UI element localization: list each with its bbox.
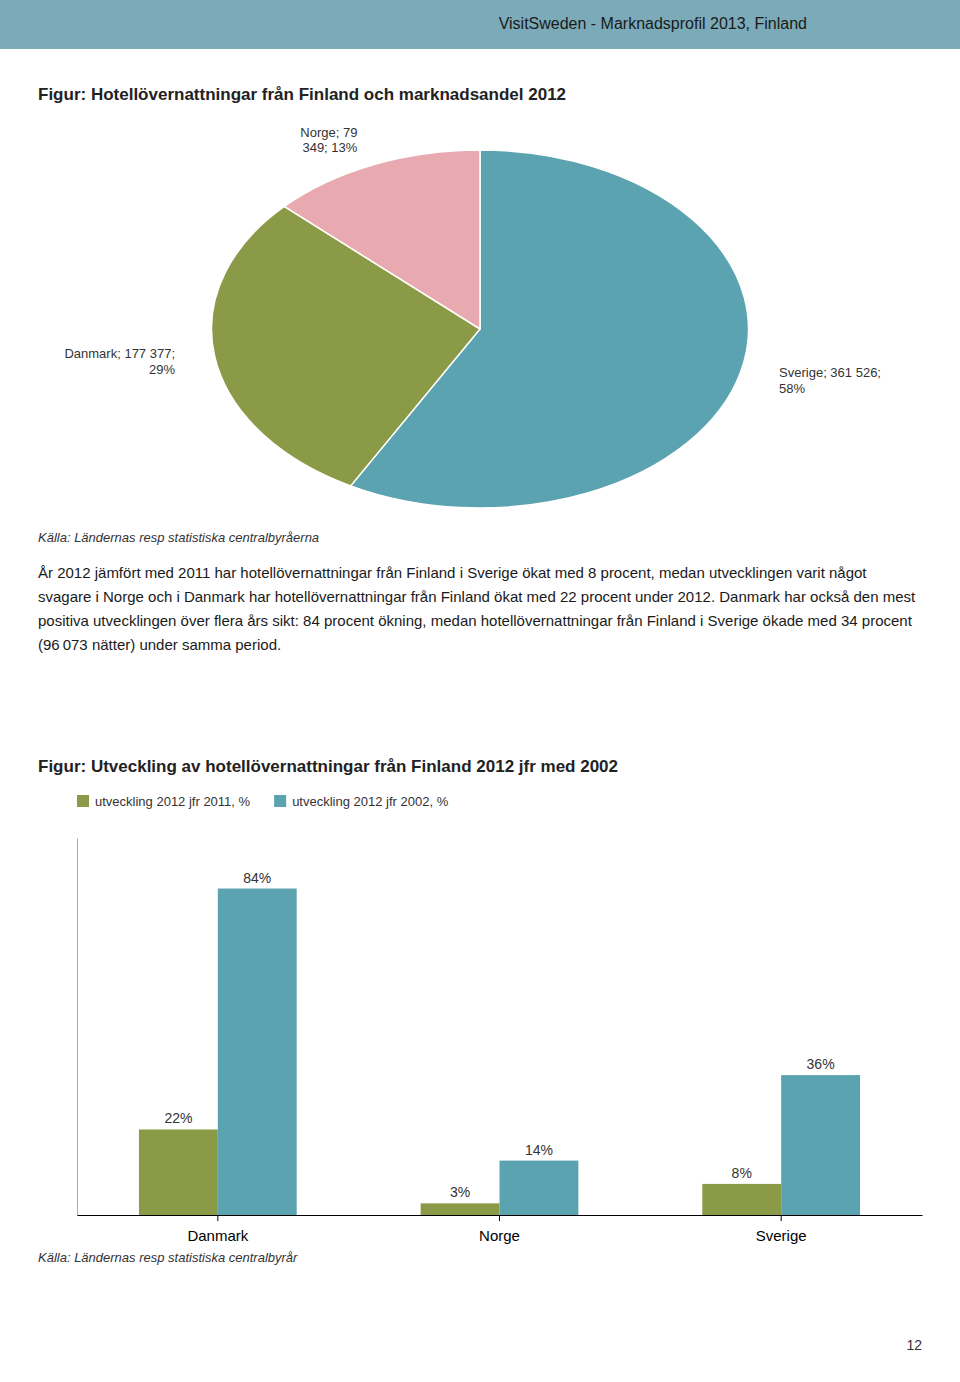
bar	[500, 1161, 579, 1215]
data-label: 3%	[450, 1184, 470, 1200]
pie-label-line: 29%	[149, 362, 175, 377]
x-axis: Danmark Norge Sverige	[78, 1215, 923, 1244]
pie-label-line: 58%	[779, 381, 805, 396]
body-line: (96 073 nätter) under samma period.	[38, 636, 281, 653]
body-line: svagare i Norge och i Danmark har hotell…	[38, 588, 916, 605]
chart-title: Figur: Utveckling av hotellövernattninga…	[38, 757, 618, 776]
data-label: 84%	[243, 870, 271, 886]
x-tick-mark	[499, 1215, 500, 1221]
x-tick-label: Norge	[479, 1227, 520, 1244]
legend-label: utveckling 2012 jfr 2002, %	[292, 794, 449, 809]
pie-label: Danmark; 177 377;29%	[64, 346, 175, 377]
source-note: Källa: Ländernas resp statistiska centra…	[38, 530, 319, 545]
header-text: VisitSweden - Marknadsprofil 2013, Finla…	[499, 15, 807, 32]
y-axis	[77, 839, 78, 1216]
x-tick: Danmark	[187, 1215, 248, 1244]
legend: utveckling 2012 jfr 2011, % utveckling 20…	[77, 794, 449, 809]
x-tick-mark	[781, 1215, 782, 1221]
legend-label: utveckling 2012 jfr 2011, %	[95, 794, 251, 809]
pie-slice	[284, 150, 480, 329]
pie-label: Sverige; 361 526;58%	[779, 365, 881, 396]
legend-item: utveckling 2012 jfr 2011, %	[77, 794, 251, 809]
body-text: År 2012 jämfört med 2011 har hotellövern…	[38, 564, 916, 653]
legend-swatch	[77, 795, 89, 807]
legend-swatch	[274, 795, 286, 807]
legend-item: utveckling 2012 jfr 2002, %	[274, 794, 449, 809]
bar	[139, 1129, 218, 1215]
chart-title: Figur: Hotellövernattningar från Finland…	[38, 85, 566, 104]
data-label: 8%	[732, 1165, 752, 1181]
bar	[781, 1075, 860, 1215]
pie-label-line: Norge; 79	[300, 125, 357, 140]
bars	[139, 889, 860, 1215]
bar	[421, 1203, 500, 1215]
header-bar	[0, 0, 960, 49]
bar	[218, 889, 297, 1215]
x-tick: Sverige	[756, 1215, 807, 1244]
x-tick-label: Sverige	[756, 1227, 807, 1244]
source-note: Källa: Ländernas resp statistiska centra…	[38, 1250, 298, 1265]
data-label: 22%	[164, 1110, 192, 1126]
pie-label-line: 349; 13%	[302, 140, 357, 155]
x-tick-label: Danmark	[187, 1227, 248, 1244]
body-line: positiva utvecklingen över flera års sik…	[38, 612, 913, 629]
pie-label-line: Sverige; 361 526;	[779, 365, 881, 380]
x-tick-mark	[217, 1215, 218, 1221]
bar	[702, 1184, 781, 1215]
data-label: 36%	[807, 1056, 835, 1072]
pie	[212, 150, 749, 508]
y-axis-line	[77, 839, 78, 1216]
data-label: 14%	[525, 1142, 553, 1158]
body-line: År 2012 jämfört med 2011 har hotellövern…	[38, 564, 867, 581]
pie-label-line: Danmark; 177 377;	[64, 346, 175, 361]
pie-label: Norge; 79349; 13%	[300, 125, 358, 156]
page: VisitSweden - Marknadsprofil 2013, Finla…	[0, 0, 960, 1382]
data-labels: 22% 3% 8% 84% 14% 36%	[164, 870, 834, 1201]
page-number: 12	[906, 1337, 922, 1353]
x-tick: Norge	[479, 1215, 520, 1244]
